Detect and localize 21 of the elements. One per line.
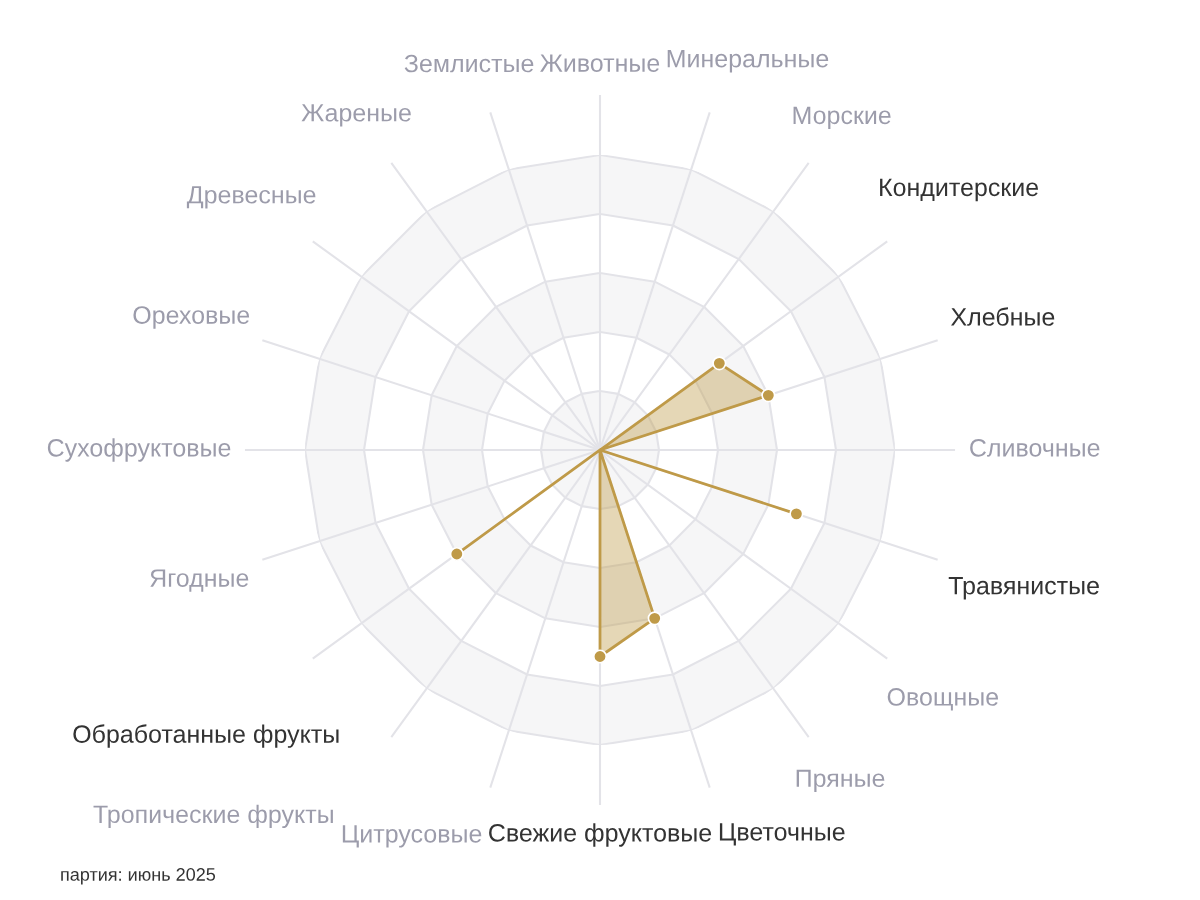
spoke-label: Древесные	[186, 186, 316, 209]
spoke-label: Морские	[793, 106, 891, 130]
spoke-label: Цветочные	[719, 823, 845, 846]
spoke-label: Минеральные	[667, 50, 829, 73]
spoke-label: Хлебные	[951, 307, 1055, 326]
spoke-label: Сухофруктовые	[47, 438, 231, 462]
spoke-label: Животные	[540, 54, 660, 72]
spoke-label: Пряные	[796, 769, 885, 793]
spoke-label: Ягодные	[150, 569, 249, 592]
spoke-label: Жареные	[301, 104, 411, 127]
spoke-label: Ореховые	[133, 306, 250, 329]
text: партия: июнь 2025	[61, 868, 216, 885]
spoke-label: Тропические фрукты	[93, 804, 333, 829]
spoke-label: Обработанные фрукты	[73, 724, 339, 748]
spoke-label: Сливочные	[970, 439, 1100, 457]
spoke-label: Кондитерские	[880, 178, 1039, 202]
spoke-label: Землистые	[404, 54, 534, 73]
spoke-label: Овощные	[887, 688, 999, 711]
spoke-label: Травянистые	[948, 577, 1099, 600]
spoke-label: Цитрусовые	[342, 825, 482, 848]
spoke-label: Свежие фруктовые	[489, 823, 712, 847]
